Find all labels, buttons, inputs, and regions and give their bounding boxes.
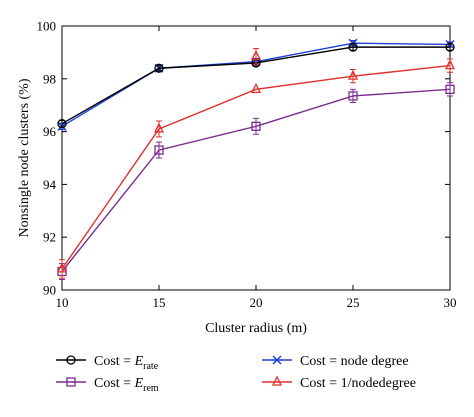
data-point-erate — [154, 63, 164, 73]
data-point-erate — [445, 42, 455, 52]
legend-label: Cost = Erem — [94, 376, 159, 394]
data-point-invnodedegree — [444, 59, 456, 70]
error-bar — [156, 65, 162, 72]
legend-item-invnodedegree: Cost = 1/nodedegree — [262, 375, 416, 391]
y-tick-label: 96 — [43, 124, 57, 139]
data-point-invnodedegree — [250, 49, 262, 61]
x-tick-label: 25 — [347, 295, 360, 310]
data-point-invnodedegree — [56, 262, 68, 273]
x-axis: 10 15 20 25 30 — [56, 26, 457, 310]
legend-item-nodedegree: Cost = node degree — [262, 354, 409, 369]
data-point-erate — [348, 42, 358, 52]
y-axis: 90 92 94 96 98 100 — [37, 19, 450, 298]
x-axis-title: Cluster radius (m) — [205, 321, 307, 336]
series-invnodedegree — [56, 58, 456, 279]
x-tick-label: 10 — [56, 295, 69, 310]
legend-item-erem: Cost = Erem — [56, 376, 159, 394]
series-layer — [56, 38, 456, 280]
data-point-erem — [348, 91, 358, 101]
data-point-erem — [154, 145, 164, 155]
legend-label: Cost = node degree — [300, 354, 409, 369]
x-tick-label: 15 — [153, 295, 166, 310]
x-tick-label: 20 — [250, 295, 263, 310]
legend-marker — [272, 355, 282, 365]
legend-marker — [66, 355, 76, 365]
y-tick-label: 94 — [43, 177, 57, 192]
data-point-erem — [251, 121, 261, 131]
data-point-invnodedegree — [347, 69, 359, 80]
extra-point — [250, 47, 262, 65]
y-tick-label: 98 — [43, 71, 56, 86]
y-tick-label: 100 — [37, 19, 57, 34]
error-bar — [253, 117, 259, 135]
data-point-erate — [57, 119, 67, 129]
legend-item-erate: Cost = Erate — [56, 354, 159, 372]
data-point-invnodedegree — [250, 82, 262, 94]
legend-label: Cost = Erate — [94, 354, 159, 372]
data-point-invnodedegree — [153, 122, 165, 133]
y-tick-label: 92 — [43, 230, 56, 245]
legend-marker — [271, 375, 283, 386]
series-line-erem — [61, 88, 451, 272]
series-line-invnodedegree — [61, 64, 451, 270]
y-tick-label: 90 — [43, 283, 56, 298]
x-tick-label: 30 — [444, 295, 457, 310]
legend-marker — [66, 377, 76, 387]
y-axis-title: Nonsingle node clusters (%) — [17, 78, 32, 237]
legend: Cost = Erate Cost = Erem Cost = node degre… — [56, 354, 416, 394]
legend-label: Cost = 1/nodedegree — [300, 376, 416, 391]
data-point-erem — [445, 84, 455, 95]
error-bar — [156, 141, 162, 159]
series-erem — [57, 82, 455, 280]
